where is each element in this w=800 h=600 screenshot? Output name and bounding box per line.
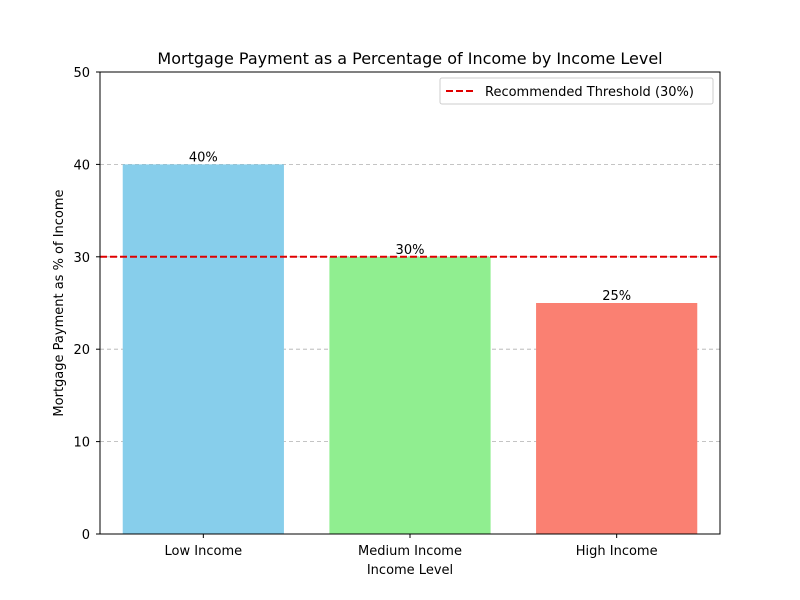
y-tick-label: 50 (73, 66, 90, 81)
bar-high-income (536, 303, 698, 534)
bar-medium-income (329, 256, 491, 534)
legend-threshold-label: Recommended Threshold (30%) (485, 85, 694, 100)
chart-title: Mortgage Payment as a Percentage of Inco… (157, 49, 662, 68)
x-tick-label: Medium Income (358, 544, 462, 559)
legend-box (439, 77, 714, 105)
bars-layer (122, 164, 698, 534)
legend: Recommended Threshold (30%) (439, 77, 714, 105)
y-tick-label: 0 (82, 528, 90, 543)
y-axis-label: Mortgage Payment as % of Income (52, 189, 67, 416)
data-label: 30% (396, 243, 425, 258)
y-axis: 0 10 20 30 40 50 (73, 66, 100, 543)
data-labels-layer: 40% 30% 25% (189, 150, 631, 304)
data-label: 40% (189, 150, 218, 165)
bar-low-income (122, 164, 284, 534)
y-tick-label: 30 (73, 251, 90, 266)
y-tick-label: 40 (73, 158, 90, 173)
x-tick-label: Low Income (165, 544, 243, 559)
x-tick-label: High Income (576, 544, 658, 559)
x-axis: Low Income Medium Income High Income (165, 534, 658, 559)
y-tick-label: 20 (73, 343, 90, 358)
y-tick-label: 10 (73, 436, 90, 451)
x-axis-label: Income Level (367, 563, 453, 578)
data-label: 25% (602, 289, 631, 304)
